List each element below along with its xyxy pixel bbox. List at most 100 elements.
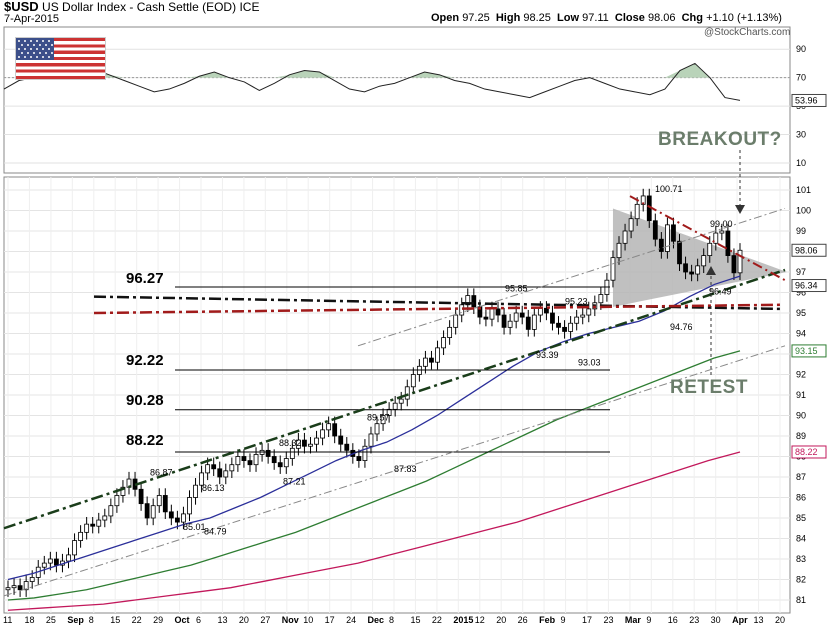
fib-label-2: 92.22 (126, 352, 164, 369)
price-tick-label: 94 (796, 329, 806, 339)
ma-mid-line (7, 350, 741, 601)
fib-label-1: 96.27 (126, 270, 164, 287)
price-label: 95.23 (565, 296, 588, 306)
flag-star (36, 40, 38, 42)
candle-down (689, 271, 695, 275)
x-tick-label: 26 (518, 615, 528, 625)
price-tick-label: 82 (796, 575, 806, 585)
flag-star (45, 52, 47, 54)
candle-up (11, 585, 17, 589)
flag-star (51, 44, 53, 46)
x-tick-label: 22 (132, 615, 142, 625)
high-value: 98.25 (523, 12, 551, 24)
axis-value-label: 88.22 (795, 447, 818, 457)
candle-up (193, 484, 198, 498)
candle-up (719, 230, 725, 234)
candle-up (235, 456, 241, 466)
candle-down (356, 456, 362, 461)
axis-value-label: 96.34 (795, 281, 818, 291)
candle-down (429, 357, 434, 363)
candle-up (314, 437, 319, 445)
candle-up (308, 443, 313, 447)
exchange: ICE (239, 0, 260, 14)
candle-down (519, 312, 525, 318)
flag-star (21, 52, 23, 54)
ticker: $USD (4, 0, 39, 14)
candle-up (398, 398, 404, 404)
x-tick-label: Oct (175, 615, 190, 625)
x-tick-label: Apr (732, 615, 748, 625)
candle-down (53, 558, 59, 566)
candle-up (108, 505, 114, 517)
x-tick-label: 18 (24, 615, 34, 625)
candle-up (695, 265, 701, 275)
price-tick-label: 100 (796, 206, 811, 216)
candle-up (114, 495, 120, 507)
price-label: 87.21 (283, 477, 306, 487)
price-label: 88.32 (279, 438, 302, 448)
candle-down (658, 238, 664, 252)
candle-down (562, 326, 567, 332)
x-tick-label: 17 (325, 615, 335, 625)
candle-up (181, 513, 186, 523)
flag-star (24, 48, 26, 50)
candle-up (459, 304, 465, 316)
candle-down (271, 456, 277, 464)
candle-down (483, 316, 489, 320)
candle-up (713, 232, 719, 244)
lower-channel-line (3, 345, 786, 597)
candle-down (211, 464, 217, 470)
candle-up (568, 322, 574, 332)
candle-down (338, 435, 344, 445)
axis-value-box (791, 344, 827, 358)
candle-down (501, 314, 507, 328)
rsi-panel (3, 26, 791, 174)
x-tick-label: 22 (432, 615, 442, 625)
candle-up (187, 497, 192, 515)
x-tick-label: Mar (625, 615, 642, 625)
price-tick-label: 101 (796, 185, 811, 195)
candle-up (47, 558, 53, 564)
x-tick-label: 12 (475, 615, 485, 625)
x-tick-label: 10 (303, 615, 313, 625)
candle-up (78, 531, 83, 541)
x-tick-label: 11 (3, 615, 12, 625)
x-tick-label: 13 (754, 615, 764, 625)
candle-down (90, 523, 96, 527)
candle-down (344, 443, 350, 451)
chart-date: 7-Apr-2015 (4, 13, 60, 25)
candle-up (72, 540, 77, 556)
instrument-name: US Dollar Index - Cash Settle (EOD) (42, 0, 237, 14)
candle-down (677, 240, 682, 265)
candle-up (628, 218, 634, 232)
candle-up (665, 224, 670, 252)
flag-star (42, 48, 44, 50)
candle-up (707, 242, 713, 257)
change-label: Chg (681, 12, 703, 24)
flag-star (18, 56, 20, 58)
candle-up (120, 486, 126, 496)
flag-star (27, 52, 29, 54)
price-label: 99.00 (710, 219, 733, 229)
x-tick-label: 23 (689, 615, 699, 625)
candle-up (150, 505, 156, 519)
candle-up (622, 230, 628, 244)
x-tick-label: 27 (260, 615, 270, 625)
price-tick-label: 97 (796, 267, 806, 277)
candle-up (205, 464, 211, 474)
flag-star (39, 44, 41, 46)
candle-up (598, 294, 604, 304)
candle-up (295, 439, 301, 449)
flag-star (42, 40, 44, 42)
main-uptrend-line (3, 268, 786, 530)
flag-star (42, 56, 44, 58)
flag-star (27, 44, 29, 46)
price-label: 94.76 (670, 322, 693, 332)
candle-up (380, 415, 386, 425)
x-tick-label: 23 (603, 615, 613, 625)
x-tick-label: Nov (282, 615, 299, 625)
candle-up (701, 255, 707, 267)
ma-long-line (7, 451, 741, 611)
axis-value-box (791, 243, 827, 257)
